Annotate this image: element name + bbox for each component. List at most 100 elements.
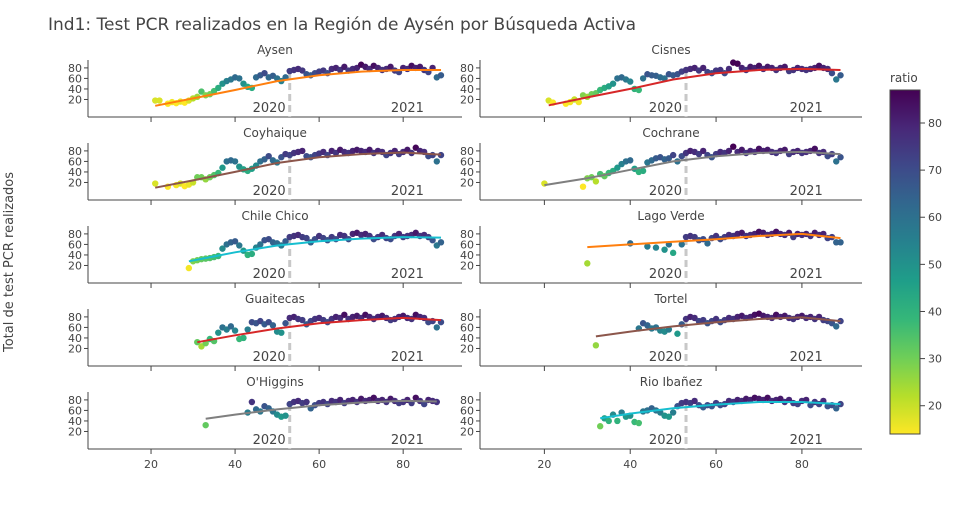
- data-point: [261, 69, 268, 77]
- data-point: [596, 423, 604, 430]
- year-label-2021: 2021: [391, 433, 424, 448]
- trend-line: [587, 232, 841, 249]
- data-point: [592, 342, 600, 349]
- data-point: [387, 63, 394, 71]
- facet-title: Cochrane: [642, 126, 699, 140]
- data-point: [152, 180, 159, 187]
- colorbar-tick-label: 70: [928, 164, 942, 177]
- y-tick-label: 20: [460, 93, 474, 106]
- y-tick-label: 20: [68, 425, 82, 438]
- data-point: [669, 249, 677, 257]
- data-point: [299, 67, 306, 74]
- year-label-2020: 2020: [649, 350, 682, 365]
- year-label-2021: 2021: [790, 184, 823, 199]
- data-point: [541, 180, 548, 187]
- trend-line: [595, 316, 841, 338]
- y-tick-label: 60: [460, 404, 474, 417]
- year-label-2020: 2020: [253, 184, 286, 199]
- data-point: [837, 154, 844, 161]
- colorbar-ticks: 20 30 40 50 60 70 80: [920, 117, 942, 413]
- x-tick-label: 40: [228, 458, 242, 471]
- data-point: [725, 65, 733, 73]
- y-tick-label: 40: [460, 415, 474, 428]
- data-point: [257, 241, 264, 248]
- y-tick-label: 20: [460, 259, 474, 272]
- data-point: [614, 164, 621, 171]
- x-tick-label: 20: [144, 458, 158, 471]
- data-point: [156, 97, 163, 104]
- y-tick-label: 40: [68, 83, 82, 96]
- data-point: [231, 238, 239, 245]
- data-point: [341, 63, 348, 71]
- colorbar-tick-label: 40: [928, 305, 942, 318]
- data-point: [609, 80, 617, 87]
- data-point: [244, 326, 251, 333]
- data-point: [303, 398, 310, 406]
- y-tick-label: 40: [68, 166, 82, 179]
- year-label-2020: 2020: [253, 101, 286, 116]
- data-point: [652, 244, 660, 251]
- data-point: [236, 242, 243, 249]
- x-tick-label: 60: [312, 458, 326, 471]
- facet-title: O'Higgins: [246, 375, 304, 389]
- y-tick-label: 20: [68, 342, 82, 355]
- year-label-2021: 2021: [790, 101, 823, 116]
- data-point: [699, 64, 707, 72]
- data-point: [678, 241, 685, 248]
- colorbar-scale: [889, 89, 921, 435]
- y-tick-label: 80: [68, 62, 82, 75]
- y-tick-label: 80: [460, 62, 474, 75]
- data-point: [665, 413, 673, 420]
- data-point: [429, 237, 436, 244]
- data-point: [669, 409, 677, 416]
- data-point: [579, 183, 587, 190]
- trend-line: [155, 69, 441, 107]
- y-tick-label: 40: [68, 415, 82, 428]
- colorbar-tick-label: 80: [928, 117, 942, 130]
- y-tick-label: 80: [460, 228, 474, 241]
- data-point: [691, 397, 698, 405]
- data-point: [282, 320, 289, 327]
- data-point: [575, 98, 582, 106]
- year-label-2020: 2020: [649, 433, 682, 448]
- y-tick-label: 60: [68, 238, 82, 251]
- data-point: [231, 158, 239, 165]
- x-tick-label: 20: [537, 458, 551, 471]
- y-tick-label: 40: [68, 332, 82, 345]
- y-tick-label: 40: [68, 249, 82, 262]
- trend-line: [197, 316, 442, 344]
- year-label-2020: 2020: [253, 267, 286, 282]
- data-point: [833, 76, 840, 83]
- y-tick-label: 20: [460, 425, 474, 438]
- facet-title: Cisnes: [651, 43, 690, 57]
- y-tick-label: 80: [460, 394, 474, 407]
- year-label-2021: 2021: [391, 267, 424, 282]
- y-tick-label: 80: [68, 394, 82, 407]
- data-point: [644, 243, 651, 250]
- data-point: [730, 143, 737, 150]
- colorbar-tick-label: 60: [928, 211, 942, 224]
- data-point: [215, 329, 222, 336]
- data-point: [811, 145, 818, 152]
- y-tick-label: 40: [460, 83, 474, 96]
- data-point: [833, 158, 840, 165]
- facet-title: Guaitecas: [245, 292, 305, 306]
- data-point: [282, 238, 289, 245]
- data-point: [833, 405, 840, 412]
- data-point: [725, 147, 733, 155]
- data-point: [420, 400, 428, 408]
- data-point: [299, 316, 306, 324]
- data-point: [433, 324, 440, 331]
- facet-title: Coyhaique: [243, 126, 307, 140]
- data-point: [833, 323, 840, 330]
- data-point: [828, 69, 836, 77]
- y-tick-label: 80: [68, 145, 82, 158]
